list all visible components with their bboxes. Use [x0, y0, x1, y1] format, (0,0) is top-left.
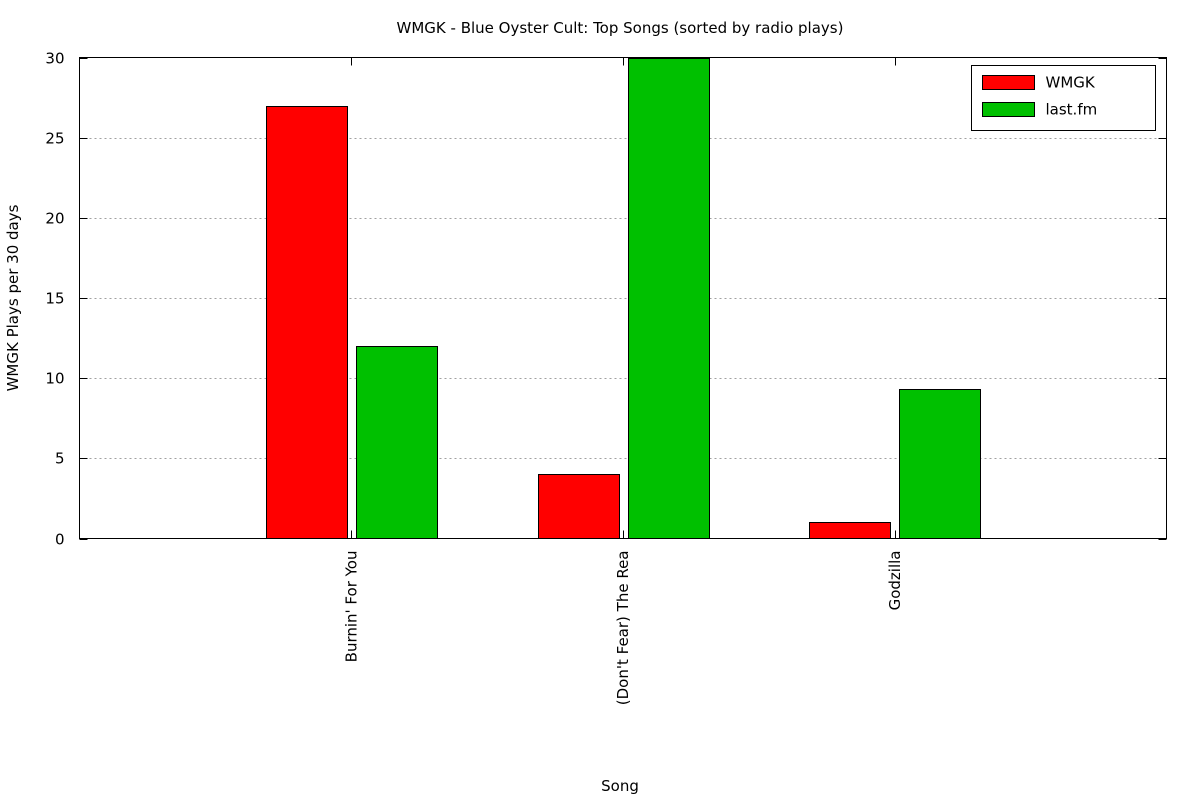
bars [266, 58, 981, 539]
x-tick-label: (Don't Fear) The Rea [614, 551, 632, 706]
y-tick-label: 0 [55, 531, 65, 549]
gridlines [79, 138, 1167, 459]
x-tick-label: Godzilla [886, 551, 904, 611]
y-tick-label: 20 [45, 210, 64, 228]
legend: WMGK last.fm [971, 65, 1156, 131]
bar-last-fm [628, 58, 710, 539]
x-axis: Burnin' For You (Don't Fear) The Rea Godzi… [342, 57, 904, 706]
y-axis-title: WMGK Plays per 30 days [4, 204, 22, 391]
legend-swatch [982, 75, 1035, 90]
bar-wmgk [266, 106, 348, 539]
bar-last-fm [899, 389, 981, 539]
y-tick-label: 25 [45, 130, 64, 148]
y-tick-label: 30 [45, 50, 64, 68]
y-tick-label: 15 [45, 290, 64, 308]
x-tick-label: Burnin' For You [342, 551, 360, 663]
y-axis: 0 5 10 15 20 25 30 [45, 50, 1167, 549]
bar-last-fm [356, 346, 438, 539]
x-axis-title: Song [601, 777, 639, 795]
legend-swatch [982, 102, 1035, 117]
chart-title: WMGK - Blue Oyster Cult: Top Songs (sort… [397, 19, 844, 37]
bar-wmgk [809, 522, 891, 539]
y-tick-label: 5 [55, 450, 65, 468]
y-tick-label: 10 [45, 370, 64, 388]
bar-wmgk [538, 474, 620, 539]
legend-label: last.fm [1046, 101, 1098, 119]
legend-label: WMGK [1046, 74, 1096, 92]
